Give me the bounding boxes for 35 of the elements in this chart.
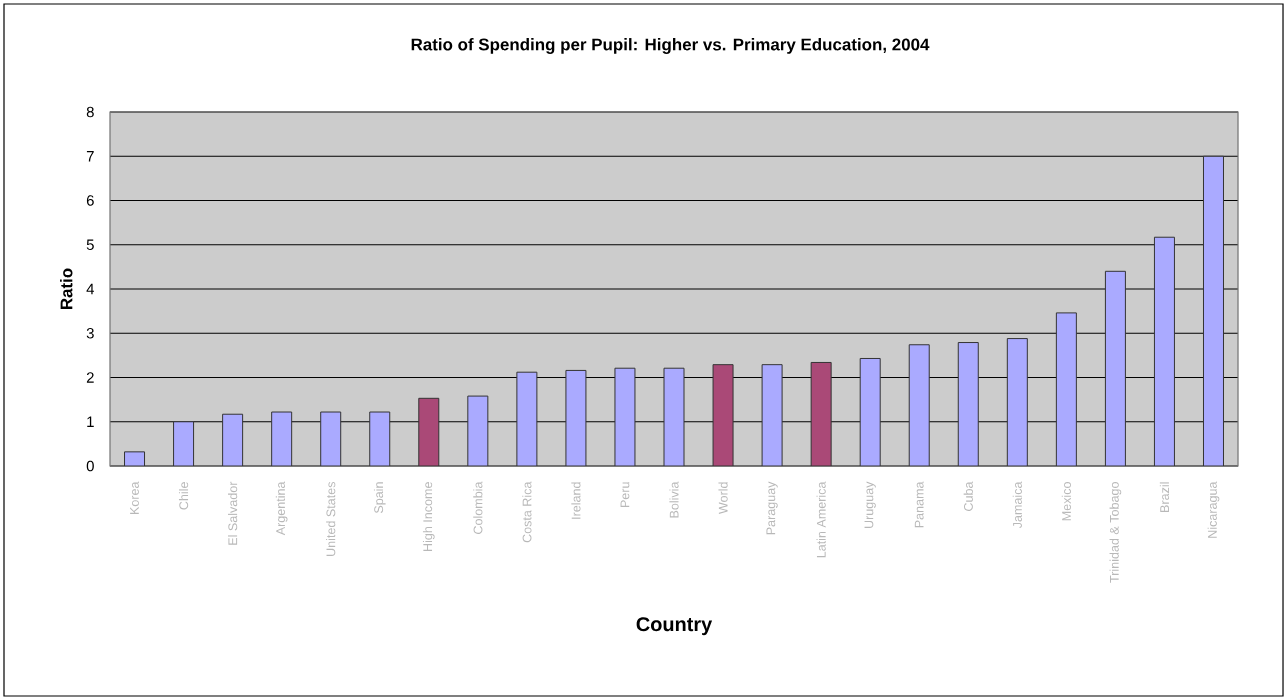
x-tick-label: Chile [178, 482, 189, 510]
x-tick-label: Bolivia [669, 481, 679, 518]
x-tick-label: Trinidad & Tobago [1109, 482, 1122, 583]
x-axis-title: Country [636, 617, 713, 636]
x-tick-label: Cuba [963, 481, 973, 511]
x-tick-label: Mexico [1061, 482, 1071, 521]
x-tick-label: Colombia [473, 481, 483, 534]
y-tick-label: 2 [86, 372, 94, 383]
x-tick-label: Panama [914, 481, 924, 528]
x-tick-label: Jamaica [1012, 481, 1022, 529]
y-tick-label: 1 [87, 416, 94, 427]
x-tick-label: World [718, 482, 728, 515]
x-tick-label: High Income [422, 482, 435, 551]
y-axis-title: Ratio [60, 268, 73, 310]
x-tick-label: Latin America [816, 481, 826, 558]
x-tick-label: Brazil [1159, 482, 1170, 512]
x-tick-label: Spain [373, 482, 386, 514]
x-tick-label: Korea [130, 481, 139, 515]
x-tick-label: Paraguay [766, 481, 778, 535]
x-tick-label: United States [326, 482, 336, 556]
chart-title: Ratio of Spending per Pupil: Higher vs. Primary Education, 2004 [411, 38, 930, 54]
x-tick-label: Nicaragua [1207, 481, 1220, 538]
y-tick-label: 5 [86, 239, 94, 250]
x-tick-label: Argentina [275, 481, 288, 536]
y-tick-label: 8 [86, 106, 94, 118]
y-tick-label: 7 [86, 151, 94, 162]
y-tick-label: 0 [86, 460, 94, 472]
x-tick-label: El Salvador [228, 481, 238, 545]
x-tick-label: Uruguay [864, 481, 876, 529]
y-tick-label: 4 [86, 283, 95, 295]
y-tick-label: 3 [86, 327, 94, 339]
x-tick-label: Peru [620, 482, 630, 508]
x-tick-label: Costa Rica [522, 481, 532, 543]
x-tick-label: Ireland [571, 482, 581, 519]
y-tick-label: 6 [86, 195, 94, 206]
